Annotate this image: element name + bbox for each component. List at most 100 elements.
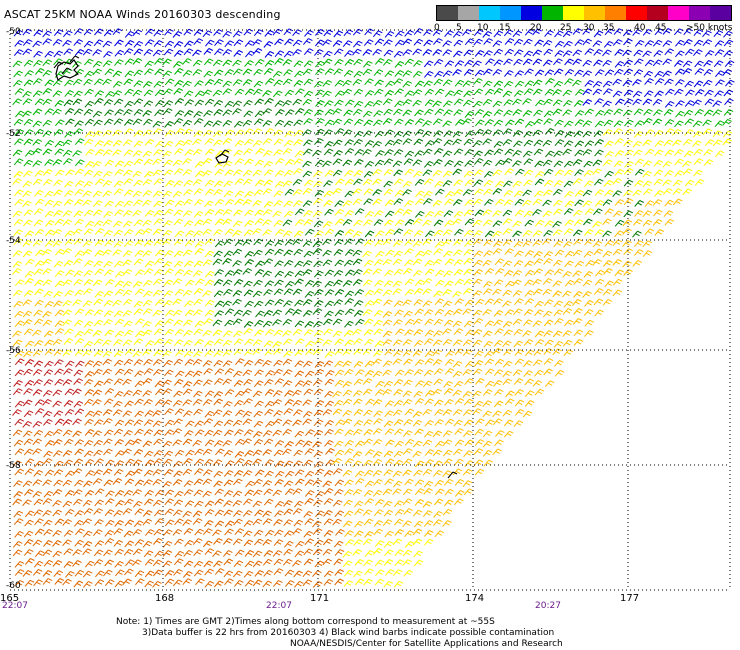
wind-barb [294, 430, 305, 438]
wind-barb [374, 159, 385, 167]
wind-barb [145, 28, 155, 36]
wind-barb [134, 249, 145, 257]
wind-barb [152, 468, 163, 476]
wind-barb [383, 180, 393, 188]
wind-barb [295, 540, 305, 548]
wind-barb [334, 488, 344, 496]
wind-barb [473, 269, 483, 276]
wind-barb [113, 378, 124, 386]
wind-barb [424, 398, 435, 406]
wind-barb [142, 178, 153, 186]
wind-barb [153, 528, 164, 536]
wind-barb [174, 379, 184, 386]
wind-barb [34, 288, 44, 296]
wind-barb [662, 40, 673, 47]
wind-barb [574, 190, 585, 197]
wind-barb [383, 58, 393, 66]
wind-barb [364, 230, 375, 238]
wind-barb [354, 508, 364, 516]
wind-barb [153, 569, 163, 577]
wind-barb [143, 100, 154, 108]
wind-barb [373, 110, 383, 118]
wind-barb [263, 438, 274, 446]
wind-barb [93, 338, 104, 346]
wind-barb [363, 489, 374, 497]
wind-barb [453, 39, 464, 47]
wind-barb [354, 500, 364, 508]
wind-barb [14, 129, 25, 136]
wind-barb [463, 170, 474, 178]
wind-barb [592, 40, 603, 48]
wind-barb [372, 140, 383, 148]
wind-barb [392, 280, 403, 288]
wind-barb [62, 319, 72, 327]
wind-barb [173, 339, 184, 347]
wind-barb [323, 180, 333, 188]
wind-barb [315, 89, 325, 97]
wind-barb [255, 148, 265, 155]
auckland-islands-outline [55, 59, 80, 81]
wind-barb [572, 270, 582, 278]
wind-barb [143, 550, 154, 558]
wind-barb [414, 128, 425, 136]
wind-barb [333, 150, 343, 157]
wind-barb [242, 119, 253, 127]
wind-barb [304, 470, 315, 478]
wind-barb [374, 340, 385, 348]
wind-barb [502, 321, 513, 328]
wind-barb [572, 229, 583, 237]
wind-barb [593, 130, 604, 138]
wind-barb [584, 229, 594, 236]
wind-barb [112, 149, 122, 157]
wind-barb [474, 50, 485, 57]
wind-barb [123, 189, 134, 197]
wind-barb [293, 230, 304, 238]
wind-barb [484, 298, 495, 306]
wind-barb [452, 370, 463, 378]
wind-barb [284, 188, 295, 196]
wind-barb [123, 548, 134, 556]
wind-barb [453, 160, 464, 168]
wind-barb [373, 350, 383, 357]
wind-barb [323, 50, 333, 58]
wind-barb [393, 319, 403, 327]
wind-barb [14, 350, 25, 358]
wind-barb [402, 498, 413, 506]
wind-barb [415, 210, 425, 218]
wind-barb [524, 290, 535, 297]
wind-barb [375, 250, 385, 258]
wind-barb [334, 510, 345, 518]
wind-barb [444, 478, 454, 486]
wind-barb [112, 220, 123, 228]
wind-barb [123, 489, 134, 497]
wind-barb [63, 548, 74, 556]
legend-label: >50 knots [686, 23, 733, 33]
wind-barb [313, 300, 324, 307]
wind-barb [314, 230, 324, 238]
wind-barb [483, 280, 493, 288]
wind-barb [702, 128, 713, 136]
wind-barb [124, 568, 134, 576]
wind-barb [394, 189, 405, 197]
wind-barb [724, 60, 735, 68]
wind-barb [684, 80, 694, 88]
wind-barb [424, 99, 435, 107]
wind-barb [374, 499, 385, 506]
wind-barb [22, 499, 32, 507]
wind-barb [662, 58, 672, 66]
wind-barb [364, 300, 375, 308]
wind-barb [164, 369, 174, 377]
wind-barb [74, 539, 84, 547]
wind-barb [433, 318, 444, 326]
wind-barb [294, 320, 305, 328]
wind-barb [83, 340, 94, 348]
wind-barb [142, 320, 152, 328]
wind-barb [23, 368, 33, 376]
wind-barb [102, 339, 112, 347]
wind-barb [314, 338, 324, 345]
wind-barb [355, 318, 365, 326]
wind-barb [22, 420, 33, 428]
wind-barb [463, 278, 474, 286]
wind-barb [262, 108, 273, 115]
wind-barb [492, 418, 503, 426]
